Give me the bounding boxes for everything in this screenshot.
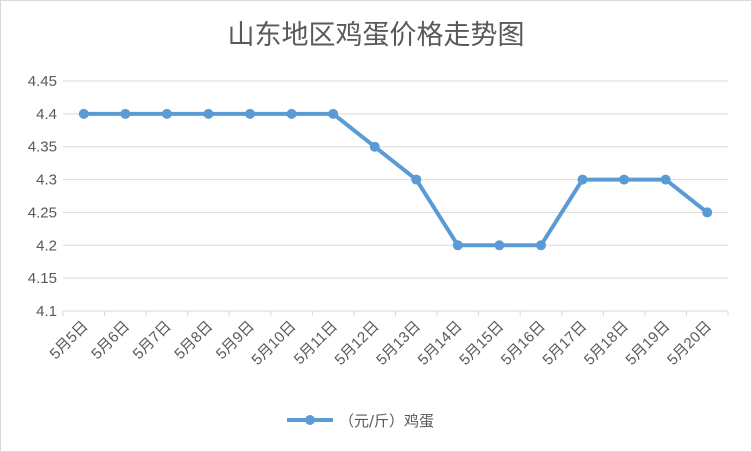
y-tick-label: 4.4 <box>36 106 57 123</box>
data-point <box>203 108 214 119</box>
legend-marker-swatch <box>305 415 315 425</box>
series-layer <box>78 108 713 251</box>
data-point <box>161 108 172 119</box>
chart-title: 山东地区鸡蛋价格走势图 <box>228 20 525 51</box>
x-tick-label: 5月10日 <box>248 318 299 369</box>
data-point <box>494 240 505 251</box>
x-tick-label: 5月6日 <box>88 318 133 363</box>
y-tick-label: 4.15 <box>28 270 57 287</box>
y-tick-label: 4.35 <box>28 139 57 156</box>
y-axis-ticks: 4.1 4.15 4.2 4.25 4.3 4.35 4.4 4.45 <box>28 73 57 320</box>
x-axis-ticks: 5月5日5月6日5月7日5月8日5月9日5月10日5月11日5月12日5月13日… <box>47 318 715 369</box>
x-tick-label: 5月16日 <box>498 318 549 369</box>
x-tick-label: 5月12日 <box>332 318 383 369</box>
x-tick-label: 5月17日 <box>539 318 590 369</box>
x-tick-label: 5月20日 <box>664 318 715 369</box>
legend: （元/斤）鸡蛋 <box>287 412 434 430</box>
x-tick-label: 5月7日 <box>130 318 175 363</box>
x-tick-label: 5月19日 <box>623 318 674 369</box>
series-line <box>81 111 710 248</box>
data-point <box>411 174 422 185</box>
data-point <box>702 207 713 218</box>
x-tick-label: 5月5日 <box>47 318 92 363</box>
x-tick-label: 5月11日 <box>291 318 341 368</box>
data-point <box>660 174 671 185</box>
y-tick-label: 4.2 <box>36 237 57 254</box>
y-tick-label: 4.25 <box>28 204 57 221</box>
legend-label: （元/斤）鸡蛋 <box>339 412 434 430</box>
x-axis <box>62 310 729 316</box>
data-point <box>78 108 89 119</box>
data-point <box>619 174 630 185</box>
y-tick-label: 4.45 <box>28 73 57 90</box>
x-tick-label: 5月13日 <box>373 318 424 369</box>
data-point <box>286 108 297 119</box>
y-tick-label: 4.1 <box>36 303 57 320</box>
x-tick-label: 5月8日 <box>171 318 216 363</box>
x-tick-label: 5月15日 <box>456 318 507 369</box>
data-point <box>369 141 380 152</box>
y-tick-label: 4.3 <box>36 172 57 189</box>
data-point <box>535 240 546 251</box>
data-point <box>120 108 131 119</box>
x-tick-label: 5月18日 <box>581 318 632 369</box>
data-point <box>245 108 256 119</box>
x-tick-label: 5月14日 <box>415 318 466 369</box>
data-point <box>452 240 463 251</box>
data-point <box>328 108 339 119</box>
data-point <box>577 174 588 185</box>
